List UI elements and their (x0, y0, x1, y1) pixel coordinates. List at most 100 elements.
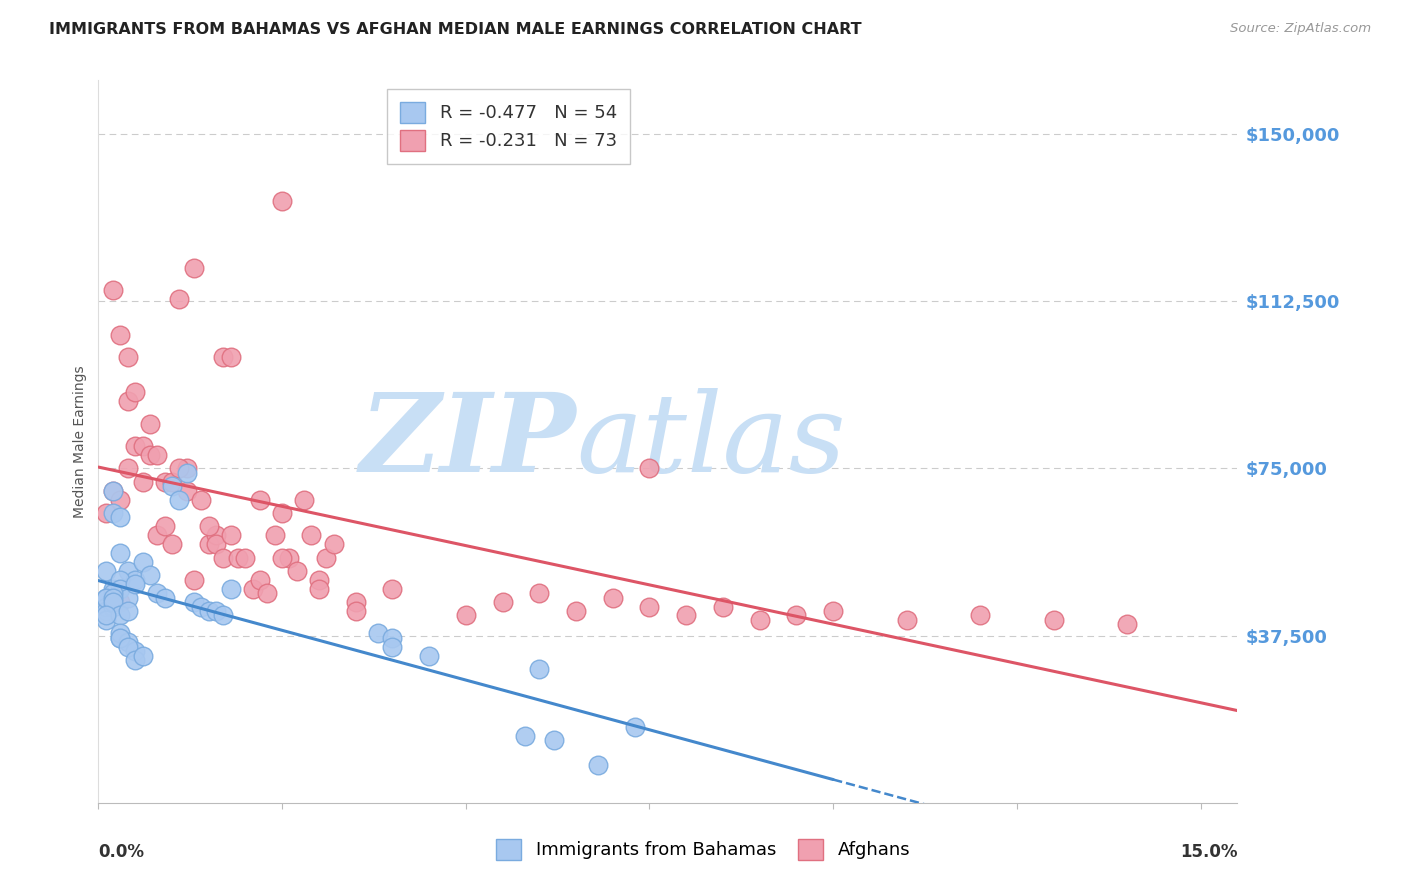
Point (367, 626, 389, 640)
Point (117, 591, 139, 605)
Point (110, 608, 132, 623)
Point (124, 439, 146, 453)
Point (285, 564, 308, 578)
Point (896, 613, 918, 627)
Legend: Immigrants from Bahamas, Afghans: Immigrants from Bahamas, Afghans (489, 831, 917, 867)
Point (101, 506, 124, 520)
Point (153, 519, 176, 533)
Point (176, 483, 198, 498)
Point (160, 537, 183, 551)
Point (308, 573, 330, 587)
Point (263, 528, 285, 542)
Text: 15.0%: 15.0% (1180, 843, 1237, 861)
Point (124, 644, 146, 658)
Point (110, 492, 132, 507)
Point (711, 599, 734, 614)
Point (278, 550, 301, 565)
Text: Source: ZipAtlas.com: Source: ZipAtlas.com (1230, 22, 1371, 36)
Point (110, 631, 132, 645)
Point (167, 292, 190, 306)
Point (381, 631, 404, 645)
Point (235, 550, 257, 565)
Point (153, 475, 176, 489)
Point (101, 591, 124, 605)
Point (292, 492, 315, 507)
Point (197, 604, 219, 618)
Point (131, 555, 153, 569)
Point (110, 626, 132, 640)
Point (101, 283, 124, 297)
Point (94, 564, 117, 578)
Point (256, 586, 278, 600)
Point (212, 350, 235, 364)
Point (205, 537, 228, 551)
Point (110, 582, 132, 596)
Point (110, 510, 132, 524)
Point (101, 595, 124, 609)
Legend: R = -0.477   N = 54, R = -0.231   N = 73: R = -0.477 N = 54, R = -0.231 N = 73 (387, 89, 630, 163)
Text: atlas: atlas (576, 388, 846, 495)
Point (197, 537, 219, 551)
Point (131, 648, 153, 663)
Point (117, 635, 139, 649)
Point (94, 613, 117, 627)
Point (190, 492, 212, 507)
Point (94, 591, 117, 605)
Point (565, 604, 588, 618)
Point (301, 528, 323, 542)
Point (381, 582, 404, 596)
Point (638, 599, 661, 614)
Point (117, 461, 139, 475)
Point (183, 595, 205, 609)
Point (101, 483, 124, 498)
Point (117, 394, 139, 409)
Point (381, 640, 404, 654)
Point (785, 608, 807, 623)
Text: IMMIGRANTS FROM BAHAMAS VS AFGHAN MEDIAN MALE EARNINGS CORRELATION CHART: IMMIGRANTS FROM BAHAMAS VS AFGHAN MEDIAN… (49, 22, 862, 37)
Y-axis label: Median Male Earnings: Median Male Earnings (73, 365, 87, 518)
Point (1116, 617, 1139, 632)
Point (183, 260, 205, 275)
Point (513, 729, 536, 743)
Point (219, 350, 242, 364)
Point (212, 608, 235, 623)
Text: ZIP: ZIP (360, 388, 576, 495)
Point (153, 591, 176, 605)
Point (249, 573, 271, 587)
Point (205, 604, 228, 618)
Point (602, 591, 624, 605)
Point (638, 461, 661, 475)
Point (491, 595, 513, 609)
Point (167, 461, 190, 475)
Point (94, 591, 117, 605)
Point (748, 613, 770, 627)
Point (212, 550, 235, 565)
Point (315, 550, 337, 565)
Point (344, 595, 367, 609)
Point (529, 586, 551, 600)
Point (197, 519, 219, 533)
Point (623, 720, 645, 734)
Point (131, 475, 153, 489)
Point (160, 479, 183, 493)
Point (271, 506, 294, 520)
Point (94, 608, 117, 623)
Point (110, 573, 132, 587)
Point (124, 577, 146, 591)
Point (308, 582, 330, 596)
Point (110, 327, 132, 342)
Point (110, 595, 132, 609)
Point (205, 528, 228, 542)
Point (94, 604, 117, 618)
Point (101, 582, 124, 596)
Point (124, 385, 146, 400)
Point (219, 528, 242, 542)
Point (94, 599, 117, 614)
Point (139, 568, 162, 582)
Point (454, 608, 477, 623)
Point (586, 758, 609, 772)
Point (271, 194, 294, 208)
Point (139, 417, 162, 431)
Point (101, 483, 124, 498)
Point (139, 448, 162, 462)
